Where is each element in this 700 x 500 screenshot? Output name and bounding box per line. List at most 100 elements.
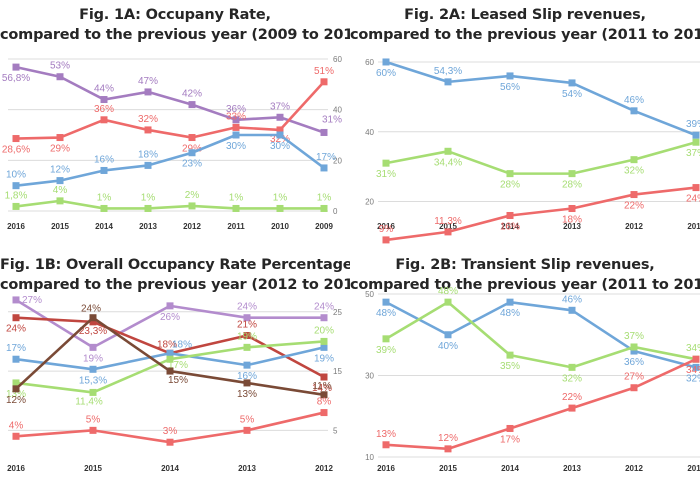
data-label: 34% — [686, 343, 700, 354]
chart-fig1b: 5 15 25 2016 2015 2014 2013 2012 27% 19% 26% 24% 24%… — [6, 295, 342, 473]
x-tick-label: 2014 — [161, 464, 179, 473]
y-tick-label: 40 — [333, 106, 342, 115]
data-label: 9% — [379, 224, 394, 235]
data-point — [506, 170, 514, 178]
y-tick-label: 50 — [365, 290, 374, 299]
data-label: 15,3% — [79, 375, 107, 386]
data-point — [320, 314, 328, 322]
data-point — [12, 135, 20, 143]
x-tick-label: 2012 — [183, 222, 201, 231]
data-label: 35% — [500, 361, 520, 372]
x-tick-label: 2015 — [51, 222, 69, 231]
x-tick-label: 2014 — [501, 464, 519, 473]
x-tick-label: 2015 — [439, 464, 457, 473]
x-tick-label: 2011 — [687, 464, 700, 473]
x-tick-label: 2016 — [7, 464, 25, 473]
data-point — [382, 335, 390, 343]
data-point — [506, 72, 514, 80]
data-point — [506, 351, 514, 359]
data-point — [89, 314, 97, 322]
data-label: 1% — [317, 192, 332, 203]
data-label: 13% — [376, 429, 396, 440]
x-tick-label: 2013 — [139, 222, 157, 231]
chart-title-line2: compared to the previous year (2009 to 2… — [0, 27, 350, 43]
data-label: 15% — [168, 375, 188, 386]
data-point — [382, 159, 390, 167]
data-label: 27% — [22, 295, 42, 306]
data-label: 39% — [376, 345, 396, 356]
data-label: 47% — [138, 76, 158, 87]
data-label: 46% — [562, 294, 582, 305]
data-point — [692, 355, 700, 363]
data-point — [444, 331, 452, 339]
y-tick-label: 20 — [365, 198, 374, 207]
x-tick-label: 2014 — [501, 222, 519, 231]
x-tick-label: 2012 — [625, 222, 643, 231]
x-tick-label: 2011 — [687, 222, 700, 231]
series-line — [15, 80, 325, 140]
y-tick-label: 20 — [333, 156, 342, 165]
data-point — [232, 204, 240, 212]
data-label: 13% — [6, 389, 26, 400]
data-label: 1% — [97, 192, 112, 203]
chart-fig2a: 20 40 60 2016 2015 2014 2013 2012 2011 60% 54,3% 56… — [365, 58, 700, 244]
data-label: 17% — [6, 343, 26, 354]
data-label: 42% — [182, 89, 202, 100]
data-label: 46% — [624, 95, 644, 106]
data-label: 1% — [229, 192, 244, 203]
data-label: 30% — [270, 141, 290, 152]
data-point — [243, 426, 251, 434]
series-line — [385, 186, 697, 242]
data-point — [12, 385, 20, 393]
data-label: 21% — [237, 320, 257, 331]
data-point — [56, 197, 64, 205]
data-label: 19% — [237, 331, 257, 342]
y-tick-label: 15 — [333, 367, 342, 376]
data-point — [444, 298, 452, 306]
data-label: 54,3% — [434, 66, 462, 77]
data-label: 28% — [562, 180, 582, 191]
data-point — [166, 349, 174, 357]
data-label: 28,6% — [2, 145, 30, 156]
y-tick-label: 10 — [365, 453, 374, 462]
data-point — [320, 337, 328, 345]
data-label: 17% — [316, 152, 336, 163]
data-label: 16% — [94, 154, 114, 165]
x-tick-label: 2016 — [377, 464, 395, 473]
data-label: 12% — [438, 433, 458, 444]
data-label: 24% — [237, 302, 257, 313]
data-point — [144, 204, 152, 212]
data-label: 19% — [314, 353, 334, 364]
series-line — [15, 199, 324, 210]
x-tick-label: 2016 — [7, 222, 25, 231]
series-line — [385, 300, 697, 369]
series-line — [15, 65, 325, 134]
data-point — [568, 205, 576, 213]
data-point — [568, 170, 576, 178]
data-point — [444, 147, 452, 155]
x-tick-label: 2013 — [563, 464, 581, 473]
data-label: 4% — [9, 420, 24, 431]
data-point — [320, 391, 328, 399]
data-label: 56,8% — [2, 73, 30, 84]
data-point — [144, 126, 152, 134]
data-label: 11% — [312, 381, 331, 392]
data-label: 22% — [562, 392, 582, 403]
data-label: 34,4% — [434, 157, 462, 168]
chart-title-line2: compared to the previous year (2011 to 2… — [350, 277, 700, 293]
data-point — [276, 113, 284, 121]
y-tick-label: 60 — [333, 55, 342, 64]
data-point — [630, 107, 638, 115]
data-point — [166, 355, 174, 363]
y-tick-label: 30 — [365, 372, 374, 381]
data-point — [100, 204, 108, 212]
data-point — [276, 204, 284, 212]
chart-title-line1: Fig. 2B: Transient Slip revenues, — [395, 257, 655, 273]
series-line — [385, 140, 697, 175]
data-label: 29% — [182, 144, 202, 155]
data-label: 24% — [6, 324, 26, 335]
chart-panel-fig2b: Fig. 2B: Transient Slip revenues, compar… — [350, 250, 700, 500]
data-label: 4% — [53, 185, 68, 196]
data-label: 12% — [6, 395, 26, 406]
data-point — [243, 332, 251, 339]
